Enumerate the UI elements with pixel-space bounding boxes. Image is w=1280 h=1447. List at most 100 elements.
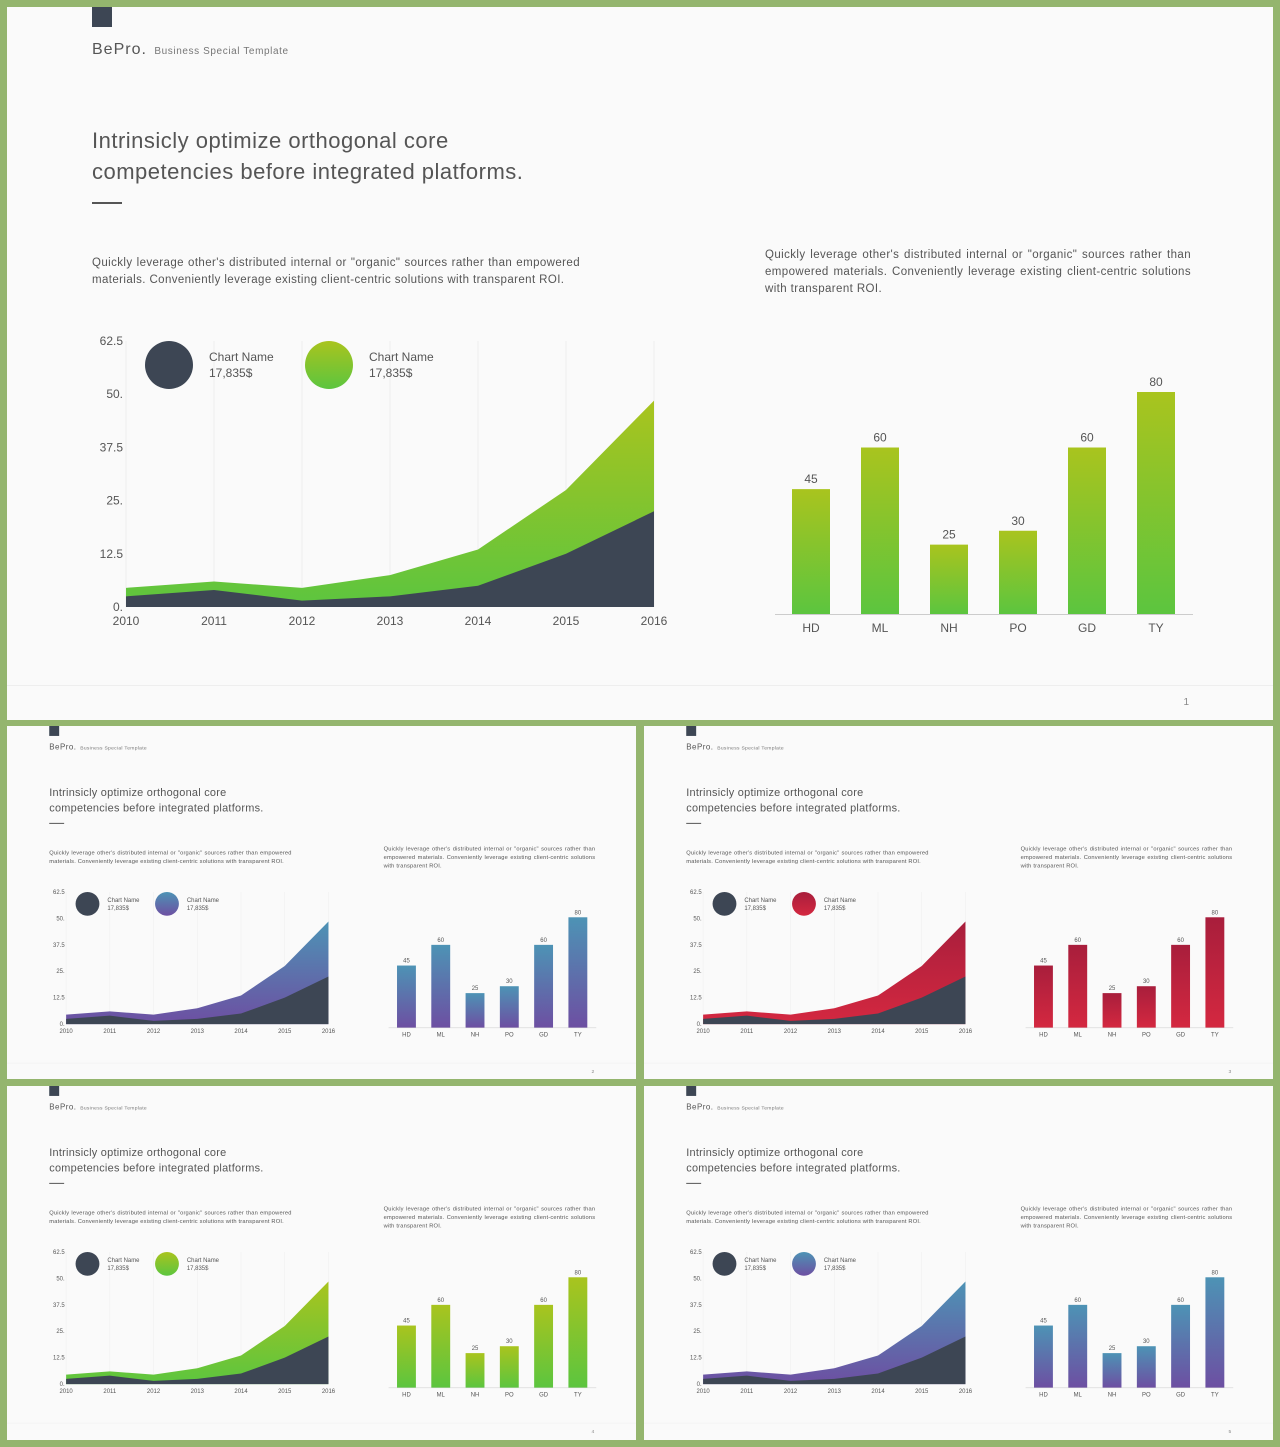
title-line-2: competencies before integrated platforms… [686,1161,901,1174]
corner-mark [49,1086,60,1096]
bar-value-label: 25 [942,528,956,542]
bar-chart: 45 HD 60 ML 25 NH 30 PO 60 GD 80 TY [1025,1270,1234,1399]
bar-category-label: NH [1108,1393,1117,1399]
x-tick-label: 2011 [103,1389,116,1395]
y-tick-label: 25. [693,1329,702,1335]
x-tick-label: 2014 [234,1029,248,1035]
bar-gd [1171,1304,1191,1388]
bar-chart: 45 HD 60 ML 25 NH 30 PO 60 GD 80 TY [1025,910,1234,1039]
area-series-dark [66,976,329,1025]
x-tick-label: 2011 [103,1029,116,1035]
slide-title: Intrinsicly optimize orthogonal core comp… [92,125,692,187]
bar-po [1136,1346,1156,1388]
bar-ml [1068,1304,1088,1388]
bar-ty [1137,392,1175,614]
x-tick-label: 2013 [377,614,404,628]
x-tick-label: 2016 [322,1389,336,1395]
title-line-2: competencies before integrated platforms… [686,801,901,814]
bar-category-label: NH [940,621,957,635]
legend-value: 17,835$ [744,1264,766,1272]
bar-hd [1034,1325,1053,1388]
bar-gd [1068,447,1106,614]
x-tick-label: 2012 [289,614,316,628]
bar-gd [534,1304,554,1388]
bar-category-label: ML [437,1033,446,1039]
y-tick-label: 25. [56,969,65,975]
x-tick-label: 2011 [740,1389,753,1395]
legend-label: Chart Name [744,896,777,904]
legend-label: Chart Name [107,896,140,904]
x-tick-label: 2012 [784,1389,798,1395]
legend-dot [712,1251,737,1276]
legend-dot [145,341,193,389]
x-tick-label: 2016 [959,1029,973,1035]
y-tick-label: 12.5 [690,996,702,1002]
y-tick-label: 37.5 [100,440,124,454]
y-tick-label: 50. [56,1276,65,1282]
x-tick-label: 2010 [696,1029,710,1035]
bar-category-label: PO [505,1393,514,1399]
page-number: 3 [1228,1068,1232,1075]
bar-gd [534,944,554,1028]
brand-tagline: Business Special Template [80,745,147,751]
area-chart: 2010 2011 2012 2013 2014 2015 2016 0. 12.5 25. 37.… [53,1250,336,1395]
bar-value-label: 60 [1074,1298,1081,1304]
bar-category-label: GD [1078,621,1096,635]
x-tick-label: 2013 [191,1389,205,1395]
slide-title: Intrinsicly optimize orthogonal core comp… [686,785,984,816]
bar-ml [431,944,451,1028]
y-tick-label: 25. [56,1329,65,1335]
title-line-2: competencies before integrated platforms… [92,159,524,184]
slide-5: BePro. Business Special Template Intrins… [644,1086,1273,1440]
right-description: Quickly leverage other's distributed int… [1020,1206,1233,1230]
bar-hd [792,489,830,614]
legend-dot [75,1251,100,1276]
legend-label: Chart Name [744,1256,777,1264]
y-tick-label: 37.5 [53,943,65,949]
bar-category-label: ML [1074,1033,1083,1039]
legend-label: Chart Name [107,1256,140,1264]
x-tick-label: 2010 [696,1389,710,1395]
right-description: Quickly leverage other's distributed int… [383,1206,596,1230]
page-number: 1 [1183,697,1189,708]
bar-value-label: 25 [1109,1346,1116,1352]
bar-value-label: 60 [1177,938,1184,944]
brand-tagline: Business Special Template [717,1105,784,1111]
legend-value: 17,835$ [369,366,413,380]
bar-value-label: 60 [1074,938,1081,944]
slide-4: BePro. Business Special Template Intrins… [7,1086,636,1440]
x-tick-label: 2015 [915,1029,929,1035]
title-rule [686,1182,702,1184]
bar-value-label: 30 [1011,514,1025,528]
left-description: Quickly leverage other's distributed int… [92,257,580,286]
brand-tagline: Business Special Template [154,46,289,57]
bar-ty [1205,917,1225,1028]
y-tick-label: 62.5 [53,890,65,896]
x-tick-label: 2011 [201,614,227,628]
bar-po [999,530,1037,614]
bar-category-label: NH [471,1033,480,1039]
bar-category-label: TY [574,1393,582,1399]
bar-nh [1102,993,1122,1028]
x-tick-label: 2010 [59,1029,73,1035]
y-tick-label: 0. [113,600,123,614]
brand-tagline: Business Special Template [80,1105,147,1111]
legend-label: Chart Name [823,1256,856,1264]
area-series-dark [126,511,654,607]
y-tick-label: 0. [697,1022,702,1028]
y-tick-label: 25. [693,969,702,975]
area-series-accent [126,400,654,607]
bar-category-label: HD [1039,1033,1048,1039]
slide-title: Intrinsicly optimize orthogonal core comp… [686,1145,984,1176]
title-rule [49,1182,65,1184]
bar-value-label: 25 [472,1346,479,1352]
x-tick-label: 2014 [871,1029,885,1035]
bar-value-label: 45 [403,1319,410,1325]
brand-tagline: Business Special Template [717,745,784,751]
title-line-1: Intrinsicly optimize orthogonal core [686,786,864,799]
legend-label: Chart Name [369,350,434,364]
left-description: Quickly leverage other's distributed int… [686,850,929,865]
title-line-1: Intrinsicly optimize orthogonal core [49,1146,227,1159]
y-tick-label: 12.5 [53,996,65,1002]
corner-mark [686,726,697,736]
